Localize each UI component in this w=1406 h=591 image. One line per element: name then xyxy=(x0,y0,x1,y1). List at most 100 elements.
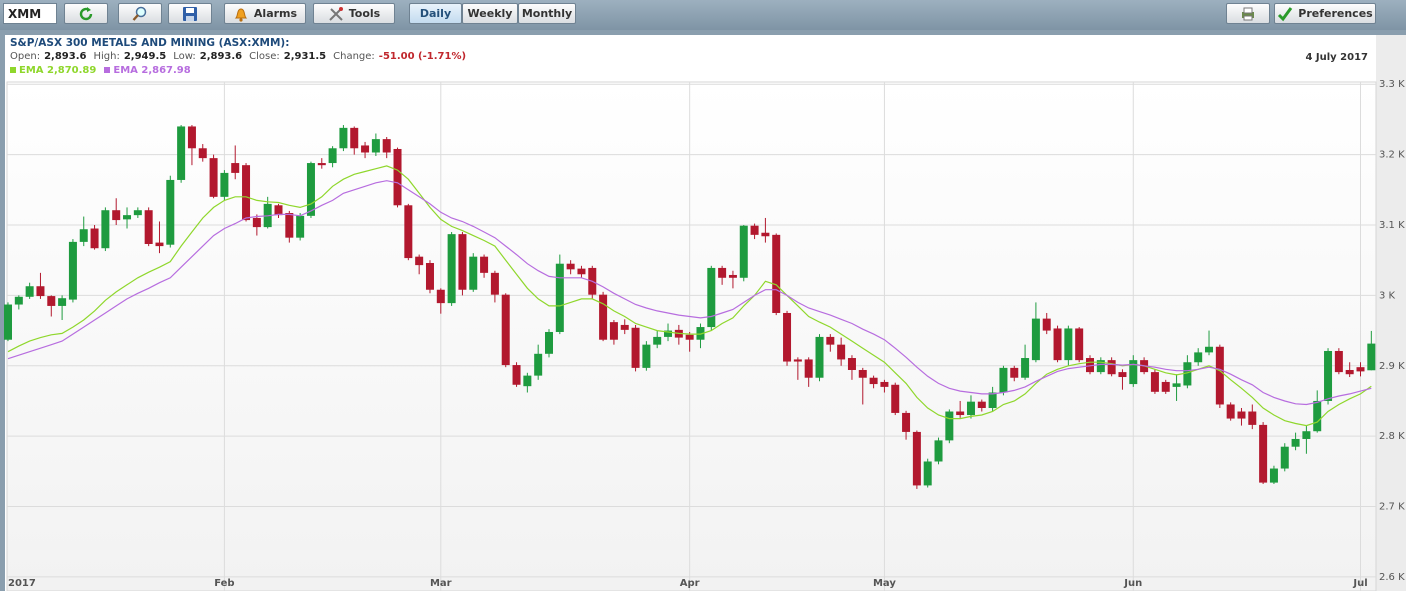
candle-body xyxy=(469,256,478,290)
y-tick-label: 3.3 K xyxy=(1379,79,1405,90)
legend-swatch xyxy=(104,67,111,73)
legend-item: EMA 2,867.98 xyxy=(104,65,191,79)
candle-body xyxy=(631,327,640,368)
candle-body xyxy=(4,304,12,340)
candle-body xyxy=(1075,328,1084,361)
period-button[interactable]: Daily xyxy=(409,3,462,24)
candle-body xyxy=(1107,360,1116,375)
summary-value: 2,893.6 xyxy=(44,51,87,62)
candle-body xyxy=(1237,411,1246,419)
plot-layer: 3.3 K 3.2 K 3.1 K 3 K 2.9 K 2.8 K 2.7 K 2.6 K 20… xyxy=(4,79,1405,591)
candle-body xyxy=(501,294,510,366)
candle-body xyxy=(966,401,975,416)
candle-body xyxy=(1367,343,1376,371)
candle-body xyxy=(350,127,359,149)
check-icon xyxy=(1278,6,1293,21)
candle-body xyxy=(977,401,986,408)
toolbar: XMM Alarms Tools Daily Weekly Monthly Pr… xyxy=(0,0,1406,30)
candle-body xyxy=(90,228,99,249)
candle-body xyxy=(912,431,921,486)
candle-body xyxy=(902,412,911,432)
candle-body xyxy=(620,324,629,330)
candle-body xyxy=(826,336,835,345)
candle-body xyxy=(783,312,792,362)
candle-body xyxy=(1031,318,1040,361)
summary-label: Low: xyxy=(173,51,196,62)
candle-body xyxy=(685,334,694,340)
candle-body xyxy=(1053,328,1062,361)
print-icon xyxy=(1242,7,1254,20)
candle-body xyxy=(242,165,251,221)
candle-body xyxy=(761,232,770,237)
save-button[interactable] xyxy=(168,3,212,24)
candle-body xyxy=(425,263,434,290)
legend-label: EMA 2,867.98 xyxy=(113,65,191,76)
symbol-input[interactable]: XMM xyxy=(3,3,57,24)
period-button[interactable]: Monthly xyxy=(518,3,576,24)
y-axis-strip xyxy=(1376,35,1406,591)
candle-body xyxy=(1183,362,1192,386)
print-button[interactable] xyxy=(1226,3,1270,24)
ema-line xyxy=(7,180,1372,406)
summary-label: High: xyxy=(93,51,120,62)
candle-body xyxy=(956,411,965,416)
candle-body xyxy=(361,145,370,153)
preferences-button[interactable]: Preferences xyxy=(1274,3,1376,24)
candle-body xyxy=(577,268,586,275)
candle-body xyxy=(534,353,543,376)
candle-body xyxy=(664,330,673,337)
candle-body xyxy=(1150,372,1159,392)
chart-title: S&P/ASX 300 METALS AND MINING (ASX:XMM): xyxy=(10,37,290,49)
summary-value: 2,893.6 xyxy=(199,51,243,62)
zoom-button[interactable] xyxy=(118,3,162,24)
candle-body xyxy=(133,210,142,216)
refresh-icon xyxy=(79,6,93,20)
candle-body xyxy=(728,274,737,278)
candle-body xyxy=(231,163,240,173)
alarms-button[interactable]: Alarms xyxy=(224,3,306,24)
legend: EMA 2,870.89 EMA 2,867.98 xyxy=(10,65,1370,79)
preferences-label: Preferences xyxy=(1298,7,1373,20)
x-tick-label: Jun xyxy=(1123,578,1142,589)
candle-body xyxy=(696,327,705,340)
legend-item: EMA 2,870.89 xyxy=(10,65,96,79)
candle-body xyxy=(1269,468,1278,483)
candle-body xyxy=(1259,424,1268,483)
period-button[interactable]: Weekly xyxy=(462,3,518,24)
candle-body xyxy=(1064,328,1073,361)
y-tick-label: 2.7 K xyxy=(1379,502,1405,513)
candle-body xyxy=(68,241,77,300)
refresh-button[interactable] xyxy=(64,3,108,24)
candle-body xyxy=(1172,383,1181,387)
tools-label: Tools xyxy=(348,7,381,20)
candle-body xyxy=(447,234,456,304)
candle-body xyxy=(1215,346,1224,405)
candle-body xyxy=(847,358,856,370)
candle-body xyxy=(858,369,867,378)
candle-body xyxy=(458,234,467,290)
candle-body xyxy=(1010,367,1019,378)
candle-body xyxy=(490,272,499,295)
candle-body xyxy=(209,158,218,197)
candle-body xyxy=(837,344,846,360)
candle-body xyxy=(653,336,662,345)
candle-body xyxy=(1086,358,1094,373)
candle-body xyxy=(101,210,110,249)
x-tick-label: Apr xyxy=(680,578,700,589)
candle-body xyxy=(79,229,88,242)
candle-body xyxy=(512,365,521,385)
summary-label: Open: xyxy=(10,51,41,62)
tools-button[interactable]: Tools xyxy=(313,3,395,24)
candle-body xyxy=(177,126,186,180)
candle-body xyxy=(945,411,954,441)
y-tick-label: 3.1 K xyxy=(1379,220,1405,231)
candle-body xyxy=(155,242,164,247)
candle-body xyxy=(58,298,67,306)
candle-body xyxy=(1356,367,1365,372)
y-tick-label: 2.8 K xyxy=(1379,431,1405,442)
summary-row: Open: 2,893.6 High: 2,949.5 Low: 2,893.6 Close… xyxy=(10,51,1370,65)
x-tick-label: Mar xyxy=(430,578,452,589)
candle-body xyxy=(480,256,489,273)
candle-body xyxy=(566,263,575,270)
